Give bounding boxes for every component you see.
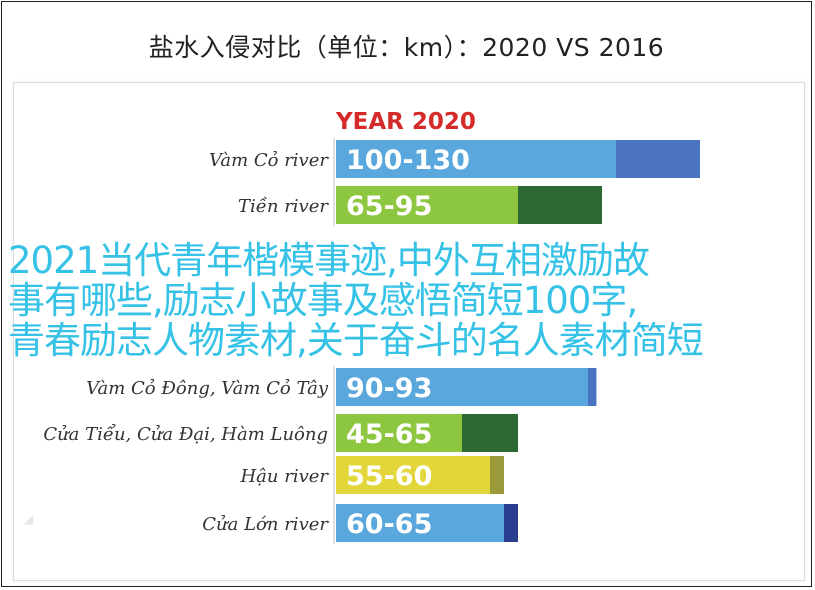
bar-range [504,504,518,542]
category-label: Vàm Cỏ river [209,150,329,171]
bar-min [336,140,616,178]
category-label: Hậu river [239,466,329,487]
value-label: 45-65 [346,419,432,450]
category-label: Tiền river [238,196,329,217]
bar-range [518,186,602,224]
value-label: 55-60 [346,461,432,492]
page-title: 盐水入侵对比（单位：km）：2020 VS 2016 [148,33,665,62]
category-label: Cửa Lớn river [202,514,329,535]
watermark-overlay: 2021当代青年楷模事迹,中外互相激励故 事有哪些,励志小故事及感悟简短100字… [8,241,808,361]
bar-chart: YEAR 2020 Vàm Cỏ river 100-130 Tiền river 65… [43,109,700,544]
overlay-line-1: 2021当代青年楷模事迹,中外互相激励故 [8,239,650,282]
bar-range [616,140,700,178]
chart-title-1: YEAR 2020 [335,109,476,135]
overlay-line-3: 青春励志人物素材,关于奋斗的名人素材简短 [8,319,704,362]
bar-range [490,456,504,494]
bar-min [336,456,490,494]
category-label: Cửa Tiểu, Cửa Đại, Hàm Luông [43,423,328,445]
bar-min [336,414,462,452]
value-label: 65-95 [346,191,432,222]
bar-range [588,368,597,406]
value-label: 100-130 [346,145,470,176]
value-label: 60-65 [346,509,432,540]
bar-min [336,186,518,224]
watermark-icon: ◢ [24,512,34,526]
value-label: 90-93 [346,373,432,404]
chart-container: YEAR 2020 Vàm Cỏ river 100-130 Tiền river 65… [13,82,805,581]
category-label: Vàm Cỏ Đông, Vàm Cỏ Tây [86,378,329,399]
bar-range [462,414,518,452]
bar-min [336,368,588,406]
overlay-line-2: 事有哪些,励志小故事及感悟简短100字, [8,279,638,322]
bar-min [336,504,504,542]
